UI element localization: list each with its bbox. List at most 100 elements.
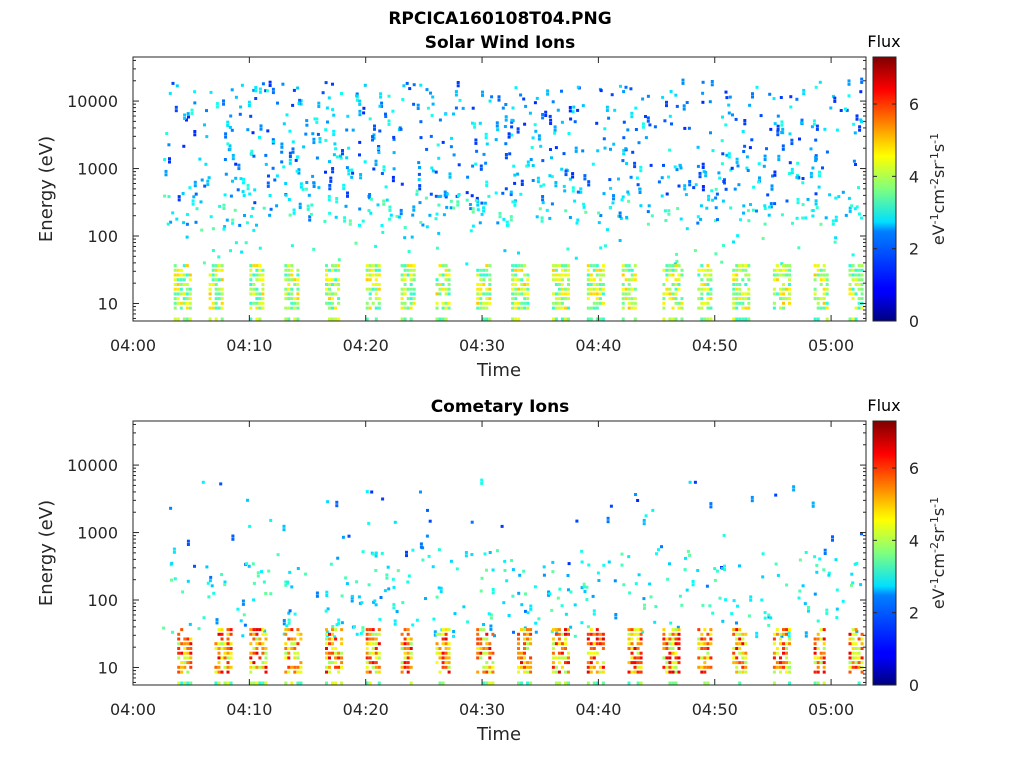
flux-cell	[297, 171, 301, 175]
flux-cell	[368, 656, 372, 660]
flux-cell	[331, 651, 334, 655]
flux-cell	[834, 196, 838, 200]
flux-cell	[851, 628, 855, 632]
flux-cell	[193, 133, 197, 137]
flux-cell	[587, 563, 591, 567]
flux-cell	[310, 203, 314, 207]
flux-cell	[406, 287, 410, 291]
flux-cell	[639, 681, 643, 685]
flux-cell	[325, 642, 328, 646]
flux-cell	[217, 268, 221, 272]
flux-cell	[191, 202, 195, 206]
flux-cell	[813, 642, 817, 646]
flux-cell	[476, 306, 480, 310]
flux-cell	[403, 292, 407, 296]
flux-cell	[241, 602, 245, 606]
flux-cell	[293, 278, 297, 282]
flux-cell	[813, 647, 817, 650]
flux-cell	[299, 637, 303, 641]
flux-cell	[523, 647, 526, 650]
flux-cell	[271, 87, 275, 91]
flux-cell	[273, 178, 277, 182]
flux-cell	[554, 283, 558, 286]
flux-cell	[550, 608, 554, 612]
flux-cell	[490, 95, 494, 99]
flux-cell	[598, 273, 602, 277]
flux-cell	[517, 647, 520, 650]
flux-cell	[648, 582, 652, 586]
flux-cell	[297, 168, 301, 172]
flux-cell	[357, 595, 361, 599]
flux-cell	[792, 488, 796, 492]
flux-cell	[402, 84, 406, 88]
flux-cell	[596, 571, 600, 575]
flux-cell	[785, 199, 789, 203]
flux-cell	[261, 287, 265, 291]
flux-cell	[857, 656, 861, 660]
flux-cell	[511, 568, 515, 572]
flux-cell	[825, 306, 829, 310]
flux-cell	[287, 264, 291, 268]
flux-cell	[185, 301, 189, 305]
flux-cell	[290, 244, 294, 248]
flux-cell	[294, 158, 298, 162]
flux-cell	[546, 89, 550, 93]
flux-cell	[424, 597, 427, 600]
flux-cell	[474, 141, 478, 145]
flux-cell	[796, 197, 800, 201]
x-tick-label: 04:10	[226, 700, 272, 719]
flux-cell	[186, 642, 190, 646]
flux-cell	[523, 273, 527, 277]
flux-cell	[189, 661, 193, 665]
flux-cell	[579, 190, 583, 194]
flux-cell	[341, 535, 345, 539]
flux-cell	[494, 191, 498, 195]
flux-cell	[627, 642, 631, 646]
flux-cell	[392, 167, 396, 171]
flux-cell	[261, 268, 265, 272]
flux-cell	[479, 589, 483, 593]
flux-cell	[340, 637, 344, 641]
flux-cell	[193, 184, 197, 188]
flux-cell	[261, 632, 265, 636]
flux-cell	[171, 211, 175, 215]
flux-cell	[728, 95, 732, 99]
flux-cell	[441, 283, 445, 286]
flux-cell	[788, 268, 791, 272]
flux-cell	[607, 116, 611, 120]
flux-cell	[548, 216, 552, 220]
flux-cell	[400, 647, 404, 650]
flux-cell	[703, 656, 707, 660]
flux-cell	[328, 632, 331, 636]
flux-cell	[621, 297, 625, 301]
flux-cell	[457, 163, 461, 167]
flux-cell	[741, 656, 745, 660]
flux-cell	[550, 156, 553, 160]
flux-cell	[312, 247, 316, 251]
flux-cell	[772, 278, 776, 282]
flux-cell	[374, 661, 378, 665]
flux-cell	[592, 609, 596, 613]
flux-cell	[634, 493, 637, 496]
flux-cell	[636, 665, 640, 669]
flux-cell	[452, 630, 456, 633]
flux-cell	[703, 681, 707, 685]
flux-cell	[332, 129, 336, 133]
flux-cell	[533, 123, 537, 127]
flux-cell	[703, 287, 707, 291]
flux-cell	[299, 185, 303, 189]
flux-cell	[288, 158, 292, 162]
flux-cell	[801, 216, 805, 220]
flux-cell	[403, 661, 407, 665]
flux-cell	[819, 656, 823, 660]
flux-cell	[641, 97, 645, 101]
flux-cell	[709, 278, 713, 282]
flux-cell	[671, 283, 675, 286]
flux-cell	[627, 632, 631, 636]
flux-cell	[589, 273, 593, 277]
flux-cell	[743, 119, 747, 122]
flux-cell	[779, 268, 782, 272]
flux-cell	[287, 317, 291, 321]
flux-cell	[738, 297, 742, 301]
flux-cell	[399, 208, 403, 212]
